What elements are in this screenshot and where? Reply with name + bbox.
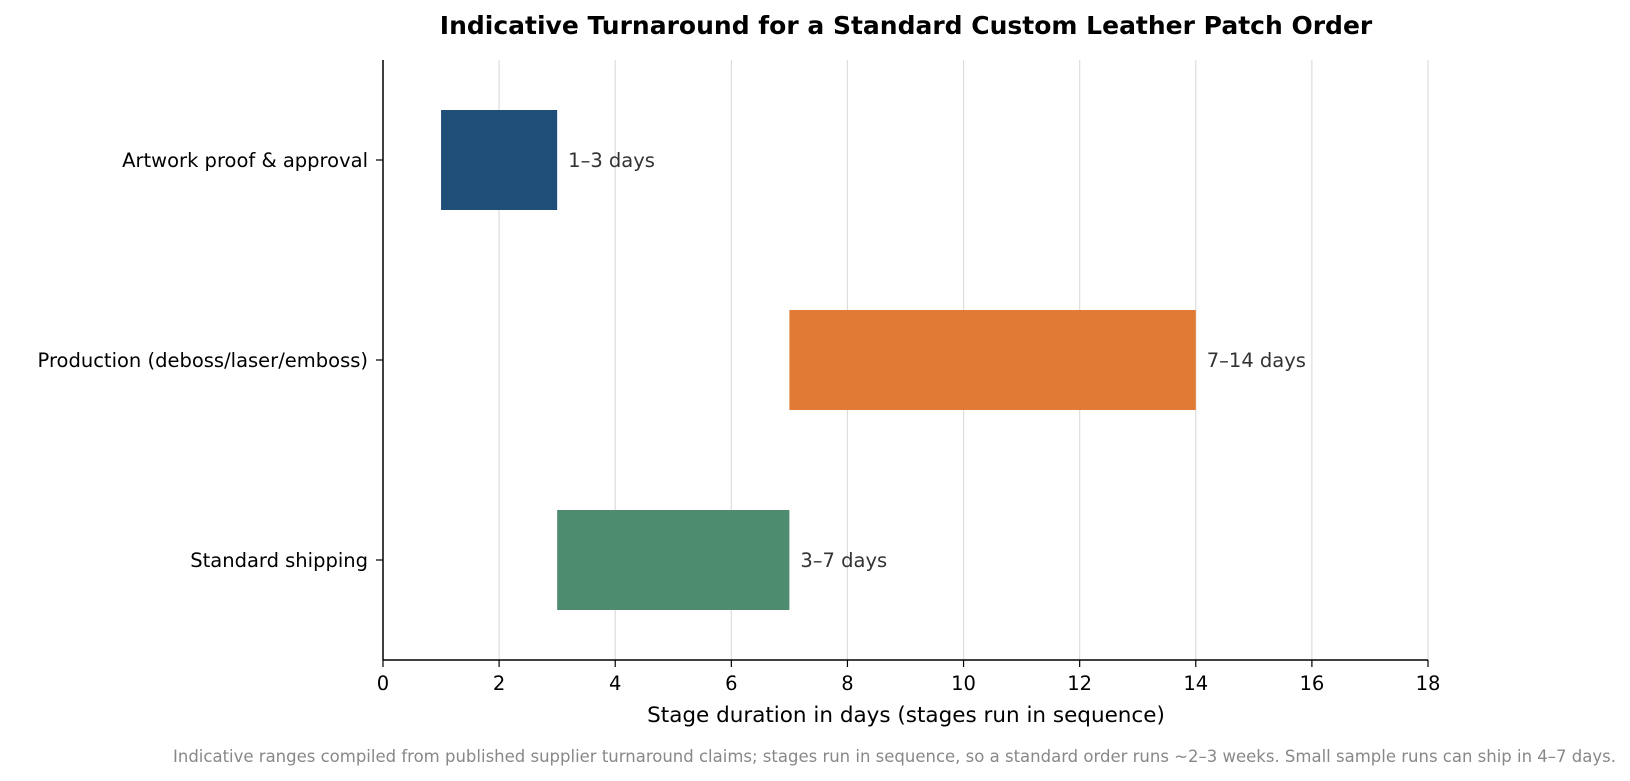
- x-tick-label: 8: [841, 672, 853, 695]
- x-tick-label: 12: [1067, 672, 1092, 695]
- bars-group: [441, 110, 1196, 610]
- x-tick-label: 14: [1183, 672, 1208, 695]
- chart-title: Indicative Turnaround for a Standard Cus…: [440, 11, 1373, 40]
- bar: [789, 310, 1196, 410]
- data-labels: 1–3 days 7–14 days 3–7 days: [568, 149, 1306, 572]
- x-tick-label: 0: [377, 672, 389, 695]
- x-tick-label: 10: [951, 672, 976, 695]
- x-tick-label: 16: [1299, 672, 1324, 695]
- x-ticks: 0 2 4 6 8 10 12 14 16 18: [377, 660, 1441, 695]
- category-label: Artwork proof & approval: [122, 149, 368, 172]
- category-labels: Artwork proof & approval Production (debo…: [38, 149, 368, 572]
- x-tick-label: 18: [1416, 672, 1441, 695]
- footnote: Indicative ranges compiled from publishe…: [173, 747, 1616, 766]
- data-label: 1–3 days: [568, 149, 655, 172]
- x-axis-label: Stage duration in days (stages run in se…: [647, 703, 1165, 728]
- data-label: 3–7 days: [800, 549, 887, 572]
- axes-group: [376, 60, 1428, 661]
- x-tick-label: 4: [609, 672, 621, 695]
- bar: [441, 110, 558, 210]
- x-tick-label: 6: [725, 672, 737, 695]
- x-tick-label: 2: [493, 672, 505, 695]
- category-label: Standard shipping: [190, 549, 368, 572]
- bar: [557, 510, 790, 610]
- data-label: 7–14 days: [1207, 349, 1306, 372]
- category-label: Production (deboss/laser/emboss): [38, 349, 368, 372]
